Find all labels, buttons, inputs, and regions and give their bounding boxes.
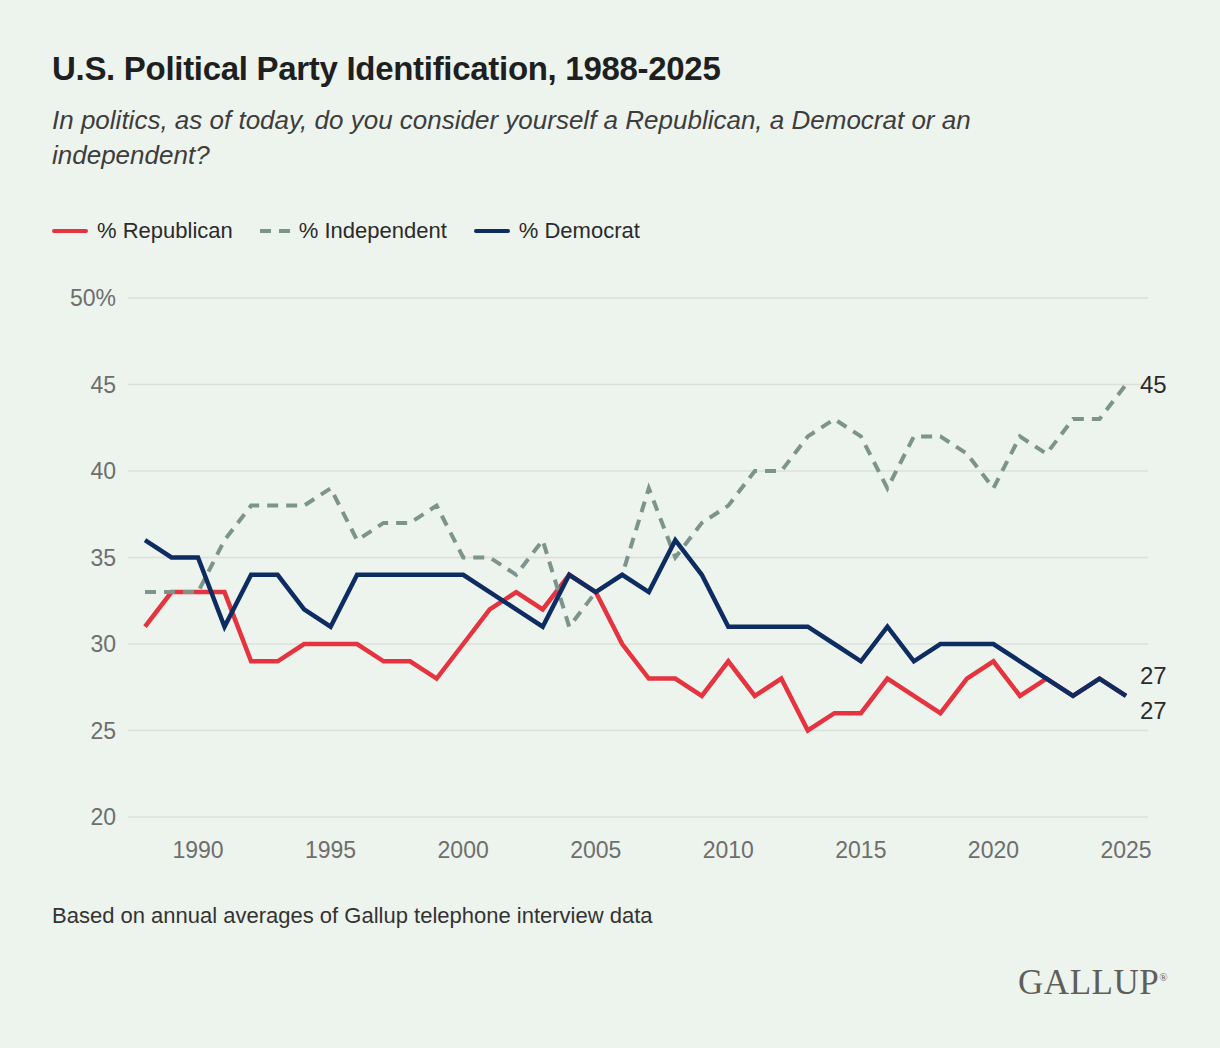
party-id-line-chart: 50% 45 40 35 30 25 20 1990 1995 2000 2005 2010 2015 2… [0,0,1220,1048]
page: U.S. Political Party Identification, 198… [0,0,1220,1048]
end-label-democrat: 27 [1140,697,1167,724]
registered-mark: ® [1159,971,1168,983]
x-tick-label-2000: 2000 [438,837,489,863]
y-tick-label-30: 30 [90,631,116,657]
y-tick-label-25: 25 [90,718,116,744]
y-tick-label-50: 50% [70,285,116,311]
y-tick-label-45: 45 [90,372,116,398]
end-label-independent: 45 [1140,371,1167,398]
y-tick-label-40: 40 [90,458,116,484]
x-tick-label-2020: 2020 [968,837,1019,863]
republican-line [145,575,1126,731]
x-tick-label-1995: 1995 [305,837,356,863]
x-tick-label-1990: 1990 [172,837,223,863]
y-tick-label-35: 35 [90,545,116,571]
gallup-logo-text: GALLUP [1018,963,1159,1002]
x-tick-label-2005: 2005 [570,837,621,863]
gallup-logo: GALLUP® [1018,963,1168,1003]
y-tick-label-20: 20 [90,804,116,830]
footer-note: Based on annual averages of Gallup telep… [52,903,653,929]
x-tick-label-2010: 2010 [703,837,754,863]
x-tick-label-2015: 2015 [835,837,886,863]
x-tick-label-2025: 2025 [1100,837,1151,863]
end-label-republican: 27 [1140,662,1167,689]
